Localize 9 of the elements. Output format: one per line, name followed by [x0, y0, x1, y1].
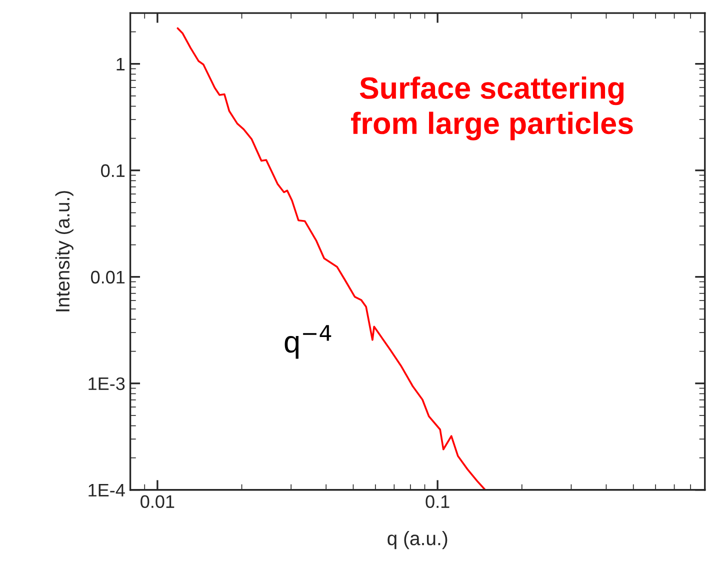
y-tick-label: 0.1 [101, 164, 125, 178]
x-axis-title: q (a.u.) [388, 531, 448, 550]
y-tick-label: 1E-3 [88, 377, 125, 390]
annotation: Surface scattering from large particles [351, 76, 633, 140]
y-axis-title: Intensity (a.u.) [55, 191, 74, 312]
annotation: q$^{−4}$ [284, 325, 332, 359]
y-tick-label: 1 [116, 58, 125, 70]
y-tick-label: 1E-4 [88, 484, 125, 496]
y-tick-label: 0.01 [91, 270, 125, 284]
